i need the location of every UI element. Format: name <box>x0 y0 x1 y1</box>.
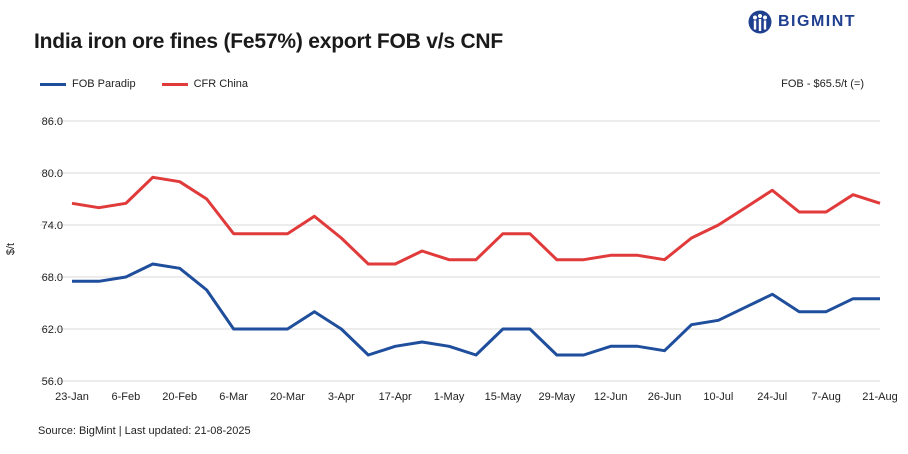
chart-legend: FOB Paradip CFR China <box>40 78 274 90</box>
x-tick-label: 26-Jun <box>648 391 682 403</box>
x-tick-label: 1-May <box>434 391 465 403</box>
legend-item-fob: FOB Paradip <box>40 78 136 90</box>
y-tick-label: 80.0 <box>42 168 63 180</box>
y-tick-layer: 86.0 80.0 74.0 68.0 62.0 56.0 <box>42 116 63 388</box>
legend-label-cfr: CFR China <box>193 78 248 90</box>
x-tick-label: 20-Mar <box>270 391 305 403</box>
x-tick-label: 23-Jan <box>55 391 89 403</box>
y-tick-label: 62.0 <box>42 324 63 336</box>
x-tick-label: 7-Aug <box>811 391 840 403</box>
x-tick-label: 17-Apr <box>379 391 412 403</box>
x-tick-label: 24-Jul <box>757 391 787 403</box>
y-tick-label: 74.0 <box>42 220 63 232</box>
y-tick-label: 68.0 <box>42 272 63 284</box>
x-tick-label: 29-May <box>538 391 575 403</box>
x-tick-label: 21-Aug <box>862 391 897 403</box>
x-tick-label: 3-Apr <box>328 391 355 403</box>
brand-logo: BIGMINT <box>748 10 856 34</box>
series-line-fob <box>72 262 880 357</box>
price-note: FOB - $65.5/t (=) <box>781 78 864 90</box>
series-layer <box>71 175 881 357</box>
legend-swatch-cfr <box>161 82 188 86</box>
legend-label-fob: FOB Paradip <box>72 78 136 90</box>
series-line-cfr <box>71 175 881 266</box>
y-tick-label: 56.0 <box>42 376 63 388</box>
bigmint-logo-icon <box>748 10 772 34</box>
y-tick-label: 86.0 <box>42 116 63 128</box>
x-tick-label: 15-May <box>485 391 522 403</box>
logo-wordmark: BIGMINT <box>778 13 857 30</box>
x-tick-label: 6-Feb <box>111 391 140 403</box>
x-tick-label: 12-Jun <box>594 391 628 403</box>
legend-swatch-fob <box>40 82 66 86</box>
grid-layer <box>40 120 880 382</box>
x-tick-label: 20-Feb <box>162 391 197 403</box>
chart-title: India iron ore fines (Fe57%) export FOB … <box>34 30 504 53</box>
x-tick-label: 10-Jul <box>703 391 733 403</box>
x-tick-layer: 23-Jan 6-Feb 20-Feb 6-Mar 20-Mar 3-Apr 17-Apr 1… <box>55 391 898 403</box>
legend-item-cfr: CFR China <box>161 78 248 90</box>
x-tick-label: 6-Mar <box>219 391 248 403</box>
source-note: Source: BigMint | Last updated: 21-08-20… <box>38 425 251 437</box>
